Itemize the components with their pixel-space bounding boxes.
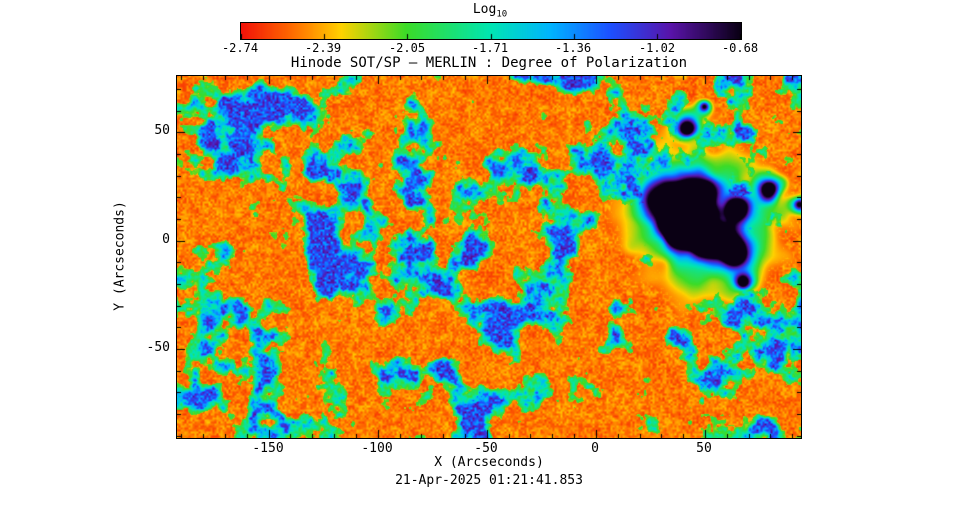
y-tick-label: -50 [146,340,170,355]
colorbar-tick-label: -1.36 [554,41,592,55]
timestamp: 21-Apr-2025 01:21:41.853 [395,473,583,488]
x-tick-label: -50 [474,441,498,456]
x-tick-label: -150 [252,441,284,456]
polarization-heatmap [176,75,802,439]
colorbar-tick-label: -0.68 [721,41,759,55]
y-tick-label: 0 [162,232,170,247]
x-tick-label: 0 [591,441,599,456]
x-tick-label: -100 [361,441,393,456]
colorbar [240,22,742,40]
colorbar-tick-label: -2.39 [304,41,342,55]
colorbar-label: Log10 [430,2,550,20]
colorbar-tick-label: -1.02 [638,41,676,55]
colorbar-tick-label: -2.74 [221,41,259,55]
y-tick-label: 50 [154,123,170,138]
x-axis-label: X (Arcseconds) [434,455,544,470]
colorbar-label-main: Log [472,2,497,17]
colorbar-label-sub: 10 [496,9,508,20]
x-tick-label: 50 [696,441,712,456]
plot-title: Hinode SOT/SP — MERLIN : Degree of Polar… [290,55,688,71]
colorbar-tick-label: -2.05 [388,41,426,55]
y-axis-label: Y (Arcseconds) [112,201,128,311]
colorbar-tick-label: -1.71 [471,41,509,55]
